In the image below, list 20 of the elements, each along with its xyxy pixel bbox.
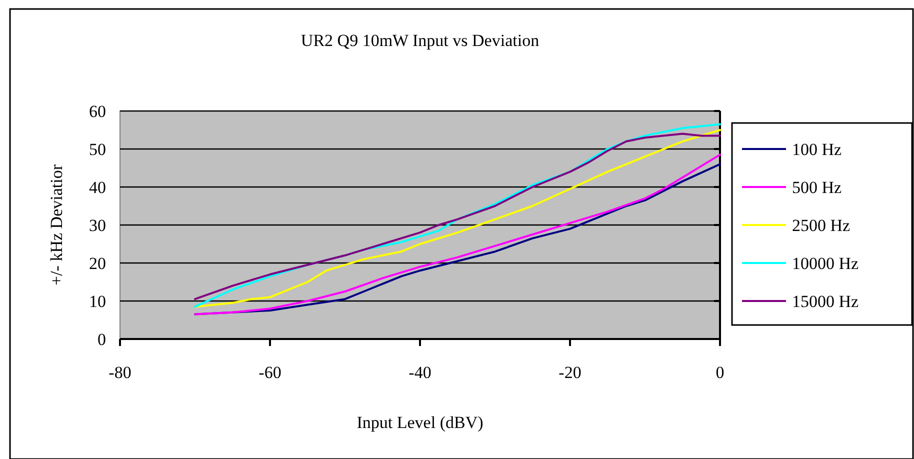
legend-label: 10000 Hz xyxy=(792,254,860,273)
x-tick-label: -60 xyxy=(258,363,282,382)
y-tick-label: 20 xyxy=(89,254,106,273)
legend-label: 500 Hz xyxy=(792,178,842,197)
chart-title: UR2 Q9 10mW Input vs Deviation xyxy=(300,31,540,50)
legend-label: 15000 Hz xyxy=(792,292,860,311)
y-tick-label: 10 xyxy=(89,292,106,311)
y-tick-label: 30 xyxy=(89,216,106,235)
x-tick-label: -20 xyxy=(558,363,582,382)
y-axis-title: +/- kHz Deviatior xyxy=(47,164,66,286)
x-tick-label: -40 xyxy=(408,363,432,382)
y-tick-label: 50 xyxy=(89,140,106,159)
x-axis-title: Input Level (dBV) xyxy=(356,413,484,432)
y-tick-label: 40 xyxy=(89,178,106,197)
y-tick-label: 60 xyxy=(89,102,106,121)
y-tick-label: 0 xyxy=(98,330,106,349)
x-tick-label: 0 xyxy=(716,363,724,382)
legend-label: 2500 Hz xyxy=(792,216,851,235)
x-tick-label: -80 xyxy=(108,363,132,382)
legend-label: 100 Hz xyxy=(792,140,842,159)
